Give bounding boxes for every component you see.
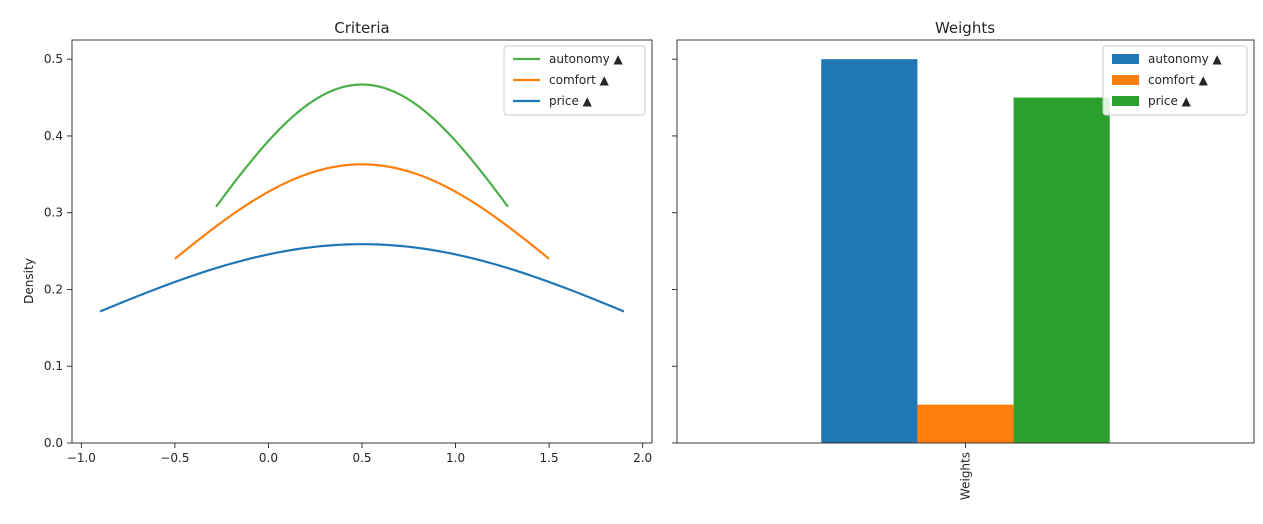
x-tick-label: 1.0 [446,451,465,465]
x-tick-label: −0.5 [160,451,189,465]
legend-label: autonomy ▲ [549,52,624,66]
legend-swatch [1112,54,1139,64]
legend-label: price ▲ [549,94,593,108]
weights-bars [821,59,1110,443]
density-curve-0 [215,83,509,208]
legend-label: comfort ▲ [1148,73,1209,87]
bar-1 [917,404,1014,443]
criteria-x-ticks: −1.0 −0.5 0.0 0.5 1.0 1.5 2.0 [67,443,652,465]
weights-title: Weights [935,19,995,37]
weights-legend: autonomy ▲ comfort ▲ price ▲ [1102,45,1248,116]
weights-plot: Weights Weights autonomy ▲ comfort ▲ price… [672,19,1255,500]
category-tick-label: Weights [959,452,973,500]
x-tick-label: 1.5 [540,451,559,465]
legend-frame [503,45,646,116]
x-tick-label: 2.0 [633,451,652,465]
legend-swatch [1112,96,1139,106]
y-tick-label: 0.0 [44,436,63,450]
legend-swatch [1112,75,1139,85]
y-tick-label: 0.3 [44,206,63,220]
legend-label: price ▲ [1148,94,1192,108]
criteria-ylabel: Density [22,258,36,304]
bar-0 [821,59,918,443]
legend-label: autonomy ▲ [1148,52,1223,66]
y-tick-label: 0.4 [44,129,63,143]
criteria-curves [99,83,625,313]
density-curve-1 [174,163,550,260]
x-tick-label: 0.0 [259,451,278,465]
weights-y-ticks [672,58,677,444]
weights-x-ticks: Weights [959,443,973,500]
y-tick-label: 0.2 [44,282,63,296]
legend-label: comfort ▲ [549,73,610,87]
criteria-legend: autonomy ▲ comfort ▲ price ▲ [503,45,646,116]
criteria-axes-frame [71,39,653,444]
density-curve-2 [99,243,625,313]
x-tick-label: −1.0 [67,451,96,465]
weights-axes-frame [676,39,1255,444]
y-tick-label: 0.5 [44,52,63,66]
criteria-plot: Criteria Density −1.0 −0.5 0.0 0.5 1.0 1.5 2.0… [22,19,653,465]
y-tick-label: 0.1 [44,359,63,373]
x-tick-label: 0.5 [352,451,371,465]
criteria-y-ticks: 0.0 0.1 0.2 0.3 0.4 0.5 [44,52,72,450]
criteria-title: Criteria [334,19,389,37]
bar-2 [1013,97,1110,443]
